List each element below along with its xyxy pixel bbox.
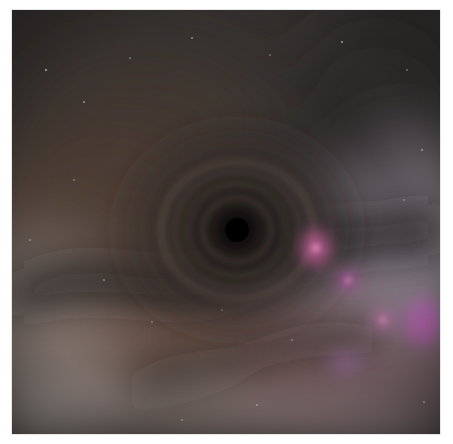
space-photo [12,10,440,434]
black-hole-scene [12,10,440,434]
vignette [12,10,440,434]
